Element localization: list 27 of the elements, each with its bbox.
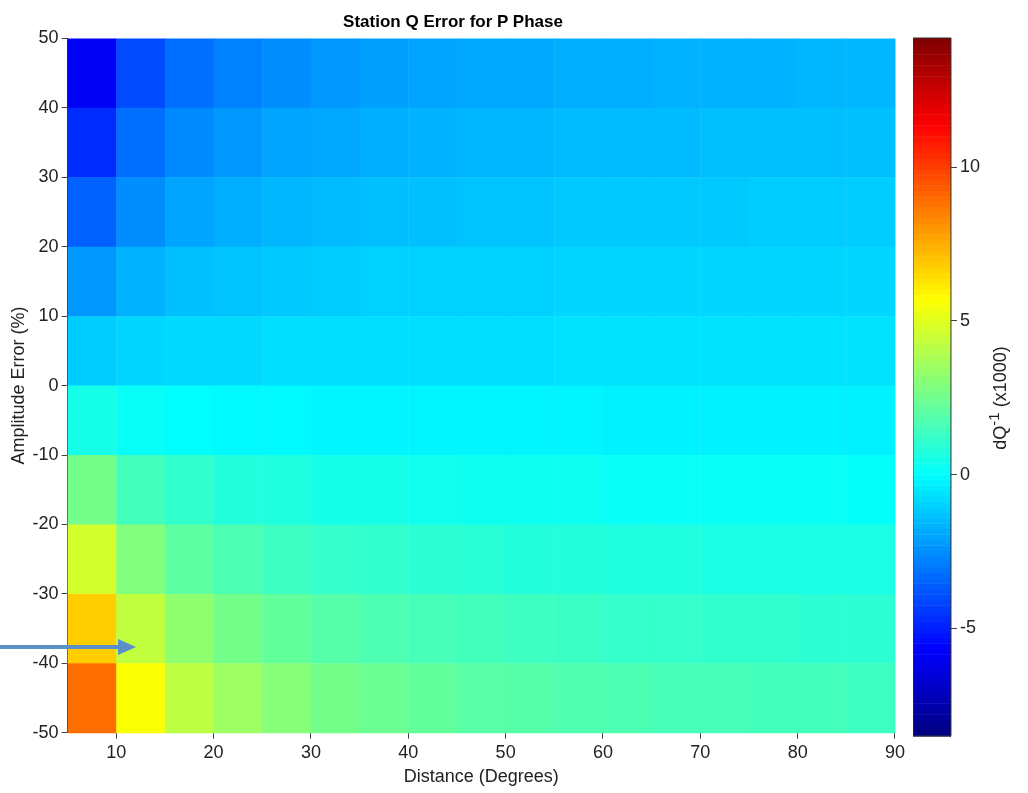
color-bar-label: 10	[959, 156, 981, 177]
chart-title: Station Q Error for P Phase	[343, 11, 563, 31]
color-bar-label: 0	[959, 463, 970, 484]
x-tick-label: 70	[690, 741, 711, 762]
x-tick-label: 80	[787, 741, 808, 762]
color-bar-label: -5	[959, 617, 976, 638]
y-tick-label: 30	[38, 166, 59, 187]
x-tick-label: 40	[398, 741, 419, 762]
y-axis-title: Amplitude Error (%)	[7, 306, 28, 465]
y-tick-label: 0	[48, 374, 59, 395]
y-tick-label: -40	[32, 652, 59, 673]
y-tick-label: -30	[32, 582, 59, 603]
y-tick-label: -10	[32, 444, 59, 465]
y-tick-label: 50	[38, 27, 59, 48]
y-tick-label: 40	[38, 96, 59, 117]
y-tick-label: 20	[38, 235, 59, 256]
x-tick-label: 20	[203, 741, 224, 762]
y-tick-label: -20	[32, 513, 59, 534]
color-bar-label: 5	[959, 309, 970, 330]
x-axis-title: Distance (Degrees)	[403, 766, 559, 787]
x-tick-label: 30	[300, 741, 321, 762]
y-tick-label: 10	[38, 305, 59, 326]
y-tick-label: -50	[32, 721, 59, 742]
x-tick-label: 60	[592, 741, 613, 762]
x-tick-label: 50	[495, 741, 516, 762]
x-tick-label: 90	[884, 741, 905, 762]
x-tick-label: 10	[106, 741, 127, 762]
